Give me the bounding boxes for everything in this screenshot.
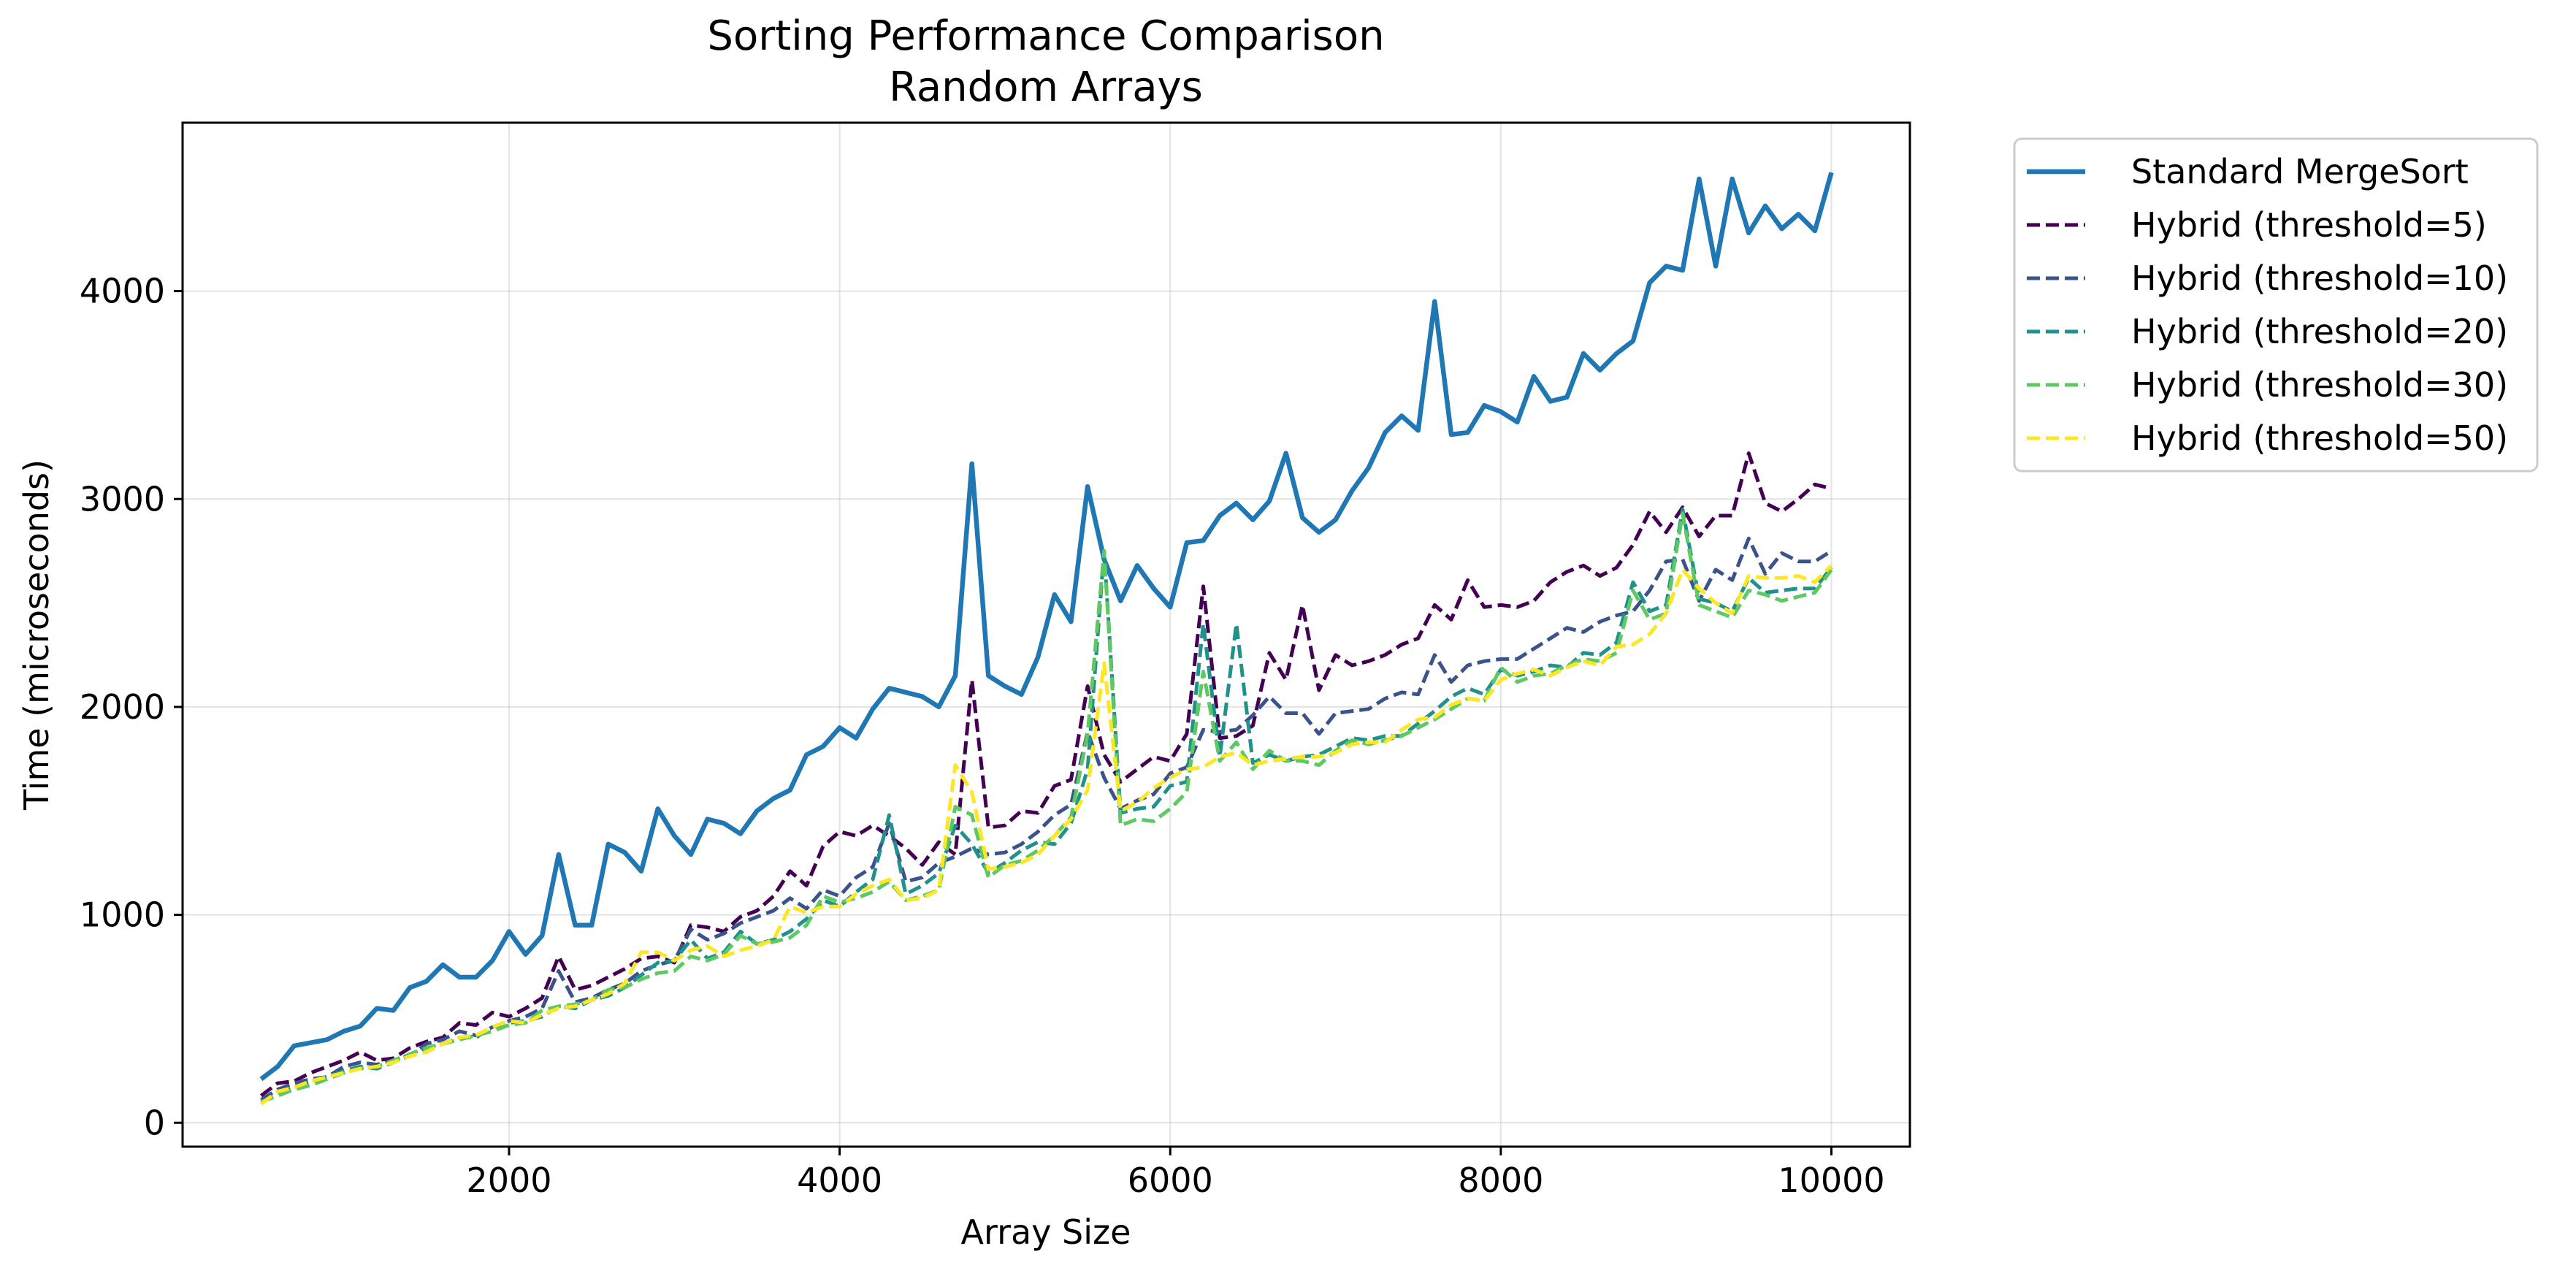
x-tick-label: 6000 [1128,1161,1213,1200]
x-axis: 2000 4000 6000 8000 10000 [466,1147,1885,1200]
legend-frame [2013,137,2539,473]
y-tick-label: 0 [144,1103,165,1142]
x-tick-label: 10000 [1778,1161,1884,1200]
legend-label: Hybrid (threshold=30) [2131,365,2508,405]
legend: Standard MergeSort Hybrid (threshold=5) Hy… [2013,137,2539,473]
legend-label: Hybrid (threshold=20) [2131,312,2508,351]
plot-area [181,121,1911,1148]
chart-subtitle: Random Arrays [889,64,1203,111]
chart-title: Sorting Performance Comparison [707,12,1384,60]
grid [183,123,1910,1147]
y-tick-label: 3000 [80,479,165,519]
series-line-standard-mergesort [259,172,1834,1082]
y-axis-label: Time (microseconds) [17,459,56,811]
y-tick-label: 2000 [80,687,165,727]
plot-frame [181,121,1911,1148]
x-tick-label: 8000 [1458,1161,1543,1200]
x-axis-label: Array Size [961,1212,1131,1252]
x-tick-label: 4000 [797,1161,882,1200]
y-tick-label: 1000 [80,895,165,935]
legend-label: Hybrid (threshold=5) [2131,205,2487,245]
y-axis: 0 1000 2000 3000 4000 [80,272,183,1142]
series-layer [259,172,1834,1106]
series-line-hybrid-1 [259,451,1832,1098]
legend-label: Hybrid (threshold=50) [2131,418,2508,458]
x-tick-label: 2000 [466,1161,551,1200]
series-line-hybrid-2 [260,536,1832,1102]
legend-label: Standard MergeSort [2131,152,2469,191]
legend-label: Hybrid (threshold=10) [2131,259,2508,298]
series-line-hybrid-5 [259,564,1833,1106]
legend-entries: Standard MergeSort Hybrid (threshold=5) Hy… [2027,152,2508,458]
y-tick-label: 4000 [80,272,165,311]
